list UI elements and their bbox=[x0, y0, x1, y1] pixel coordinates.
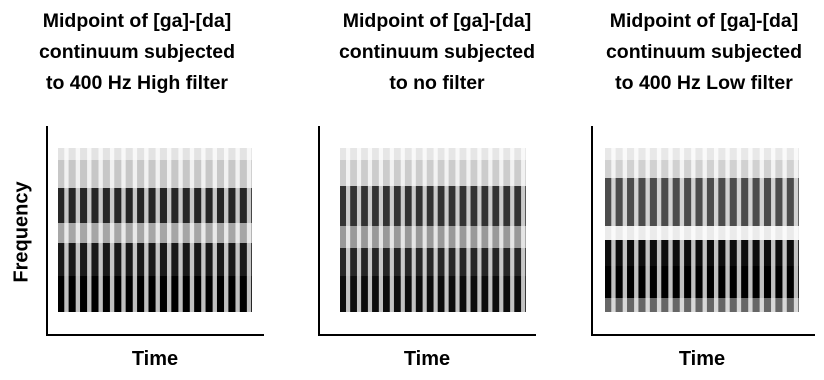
title-line-3: to 400 Hz High filter bbox=[45, 72, 229, 94]
spectrogram-image bbox=[340, 148, 526, 312]
title-line-1: Midpoint of [ga]-[da] bbox=[609, 10, 799, 32]
x-axis-label: Time bbox=[678, 348, 726, 370]
title-line-3: to 400 Hz Low filter bbox=[615, 72, 793, 94]
title-line-2: continuum subjected bbox=[605, 41, 803, 63]
title-line-3: to no filter bbox=[389, 72, 485, 94]
spectrogram-image bbox=[58, 148, 252, 312]
title-line-2: continuum subjected bbox=[338, 41, 536, 63]
title-line-1: Midpoint of [ga]-[da] bbox=[42, 10, 232, 32]
x-axis-label: Time bbox=[403, 348, 451, 370]
panel-title: Midpoint of [ga]-[da] continuum subjecte… bbox=[586, 6, 822, 99]
spectrogram-image bbox=[605, 148, 799, 312]
title-line-1: Midpoint of [ga]-[da] bbox=[342, 10, 532, 32]
y-axis-label: Frequency bbox=[10, 181, 33, 283]
panel-title: Midpoint of [ga]-[da] continuum subjecte… bbox=[12, 6, 262, 99]
plot-axes bbox=[318, 126, 536, 336]
x-axis-label: Time bbox=[131, 348, 179, 370]
title-line-2: continuum subjected bbox=[38, 41, 236, 63]
plot-axes bbox=[591, 126, 815, 336]
panel-title: Midpoint of [ga]-[da] continuum subjecte… bbox=[312, 6, 562, 99]
plot-axes bbox=[46, 126, 264, 336]
